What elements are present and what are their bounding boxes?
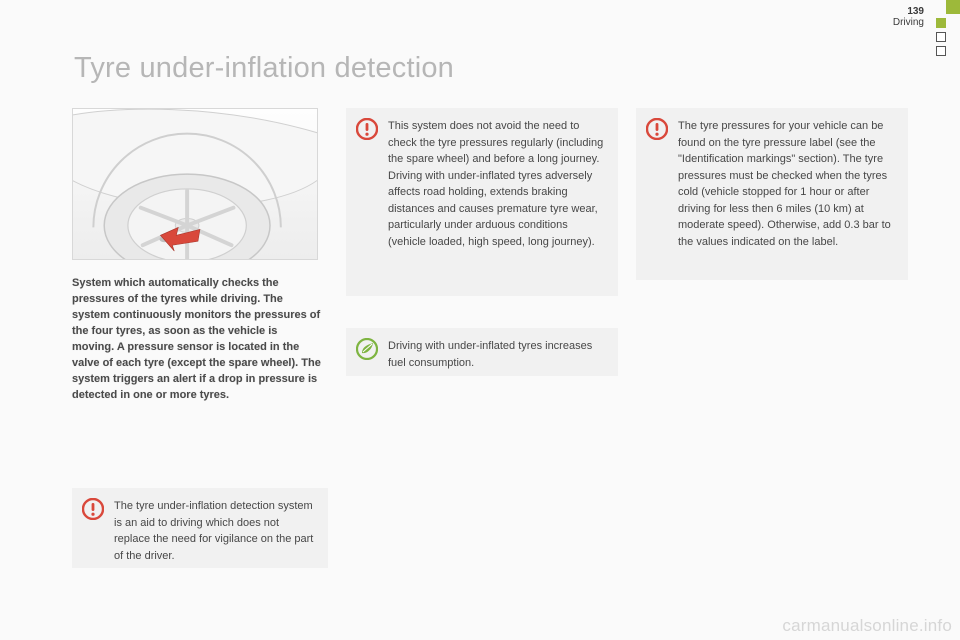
tyre-svg xyxy=(73,109,317,259)
warning-text: The tyre under-inflation detection syste… xyxy=(114,498,314,564)
eco-box-fuel: Driving with under-inflated tyres increa… xyxy=(346,328,618,376)
page-header: 139 Driving xyxy=(893,6,924,28)
section-indicator xyxy=(936,18,946,56)
indicator-square xyxy=(936,18,946,28)
warning-icon xyxy=(356,118,378,140)
tyre-illustration xyxy=(72,108,318,260)
corner-accent xyxy=(946,0,960,14)
page-title: Tyre under-inflation detection xyxy=(74,52,454,85)
warning-text: The tyre pressures for your vehicle can … xyxy=(678,118,894,250)
page-number: 139 xyxy=(893,6,924,17)
eco-text: Driving with under-inflated tyres increa… xyxy=(388,338,604,371)
warning-box-pressures: The tyre pressures for your vehicle can … xyxy=(636,108,908,280)
indicator-square xyxy=(936,32,946,42)
warning-box-system-limits: This system does not avoid the need to c… xyxy=(346,108,618,296)
warning-text: This system does not avoid the need to c… xyxy=(388,118,604,250)
warning-icon xyxy=(646,118,668,140)
indicator-square xyxy=(936,46,946,56)
manual-page: 139 Driving Tyre under-inflation detecti… xyxy=(0,0,960,640)
intro-paragraph: System which automatically checks the pr… xyxy=(72,276,322,404)
section-label: Driving xyxy=(893,17,924,28)
leaf-icon xyxy=(356,338,378,360)
warning-box-vigilance: The tyre under-inflation detection syste… xyxy=(72,488,328,568)
warning-icon xyxy=(82,498,104,520)
watermark: carmanualsonline.info xyxy=(782,616,952,636)
